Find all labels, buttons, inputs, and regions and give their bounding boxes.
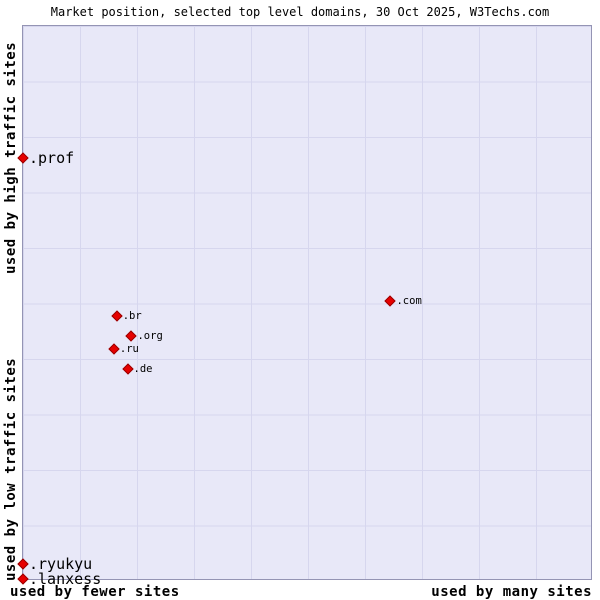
diamond-marker xyxy=(384,295,397,307)
point-label: .de xyxy=(133,362,153,375)
x-axis-label-many-sites: used by many sites xyxy=(431,584,592,600)
points-layer: .prof .com .br .org .ru .de .ryukyu .lanxess xyxy=(17,26,591,588)
diamond-marker xyxy=(17,558,29,570)
diamond-marker xyxy=(111,310,123,322)
point-label: .ryukyu xyxy=(29,555,93,574)
point-label: .org xyxy=(137,329,163,342)
diamond-marker xyxy=(108,343,120,355)
y-axis-label-low-traffic: used by low traffic sites xyxy=(3,357,19,581)
point-label: .lanxess xyxy=(29,570,102,588)
point-label: .com xyxy=(396,294,422,307)
plot-area: .prof .com .br .org .ru .de .ryukyu .lanxess xyxy=(17,25,592,588)
diamond-marker xyxy=(17,573,29,585)
diamond-marker xyxy=(121,363,134,375)
point-label: .br xyxy=(122,309,142,322)
point-label: .prof xyxy=(29,148,75,167)
chart-title: Market position, selected top level doma… xyxy=(50,5,550,19)
diamond-marker xyxy=(125,330,138,342)
point-label: .ru xyxy=(119,342,139,355)
diamond-marker xyxy=(17,151,29,164)
x-axis-label-fewer-sites: used by fewer sites xyxy=(10,584,180,600)
